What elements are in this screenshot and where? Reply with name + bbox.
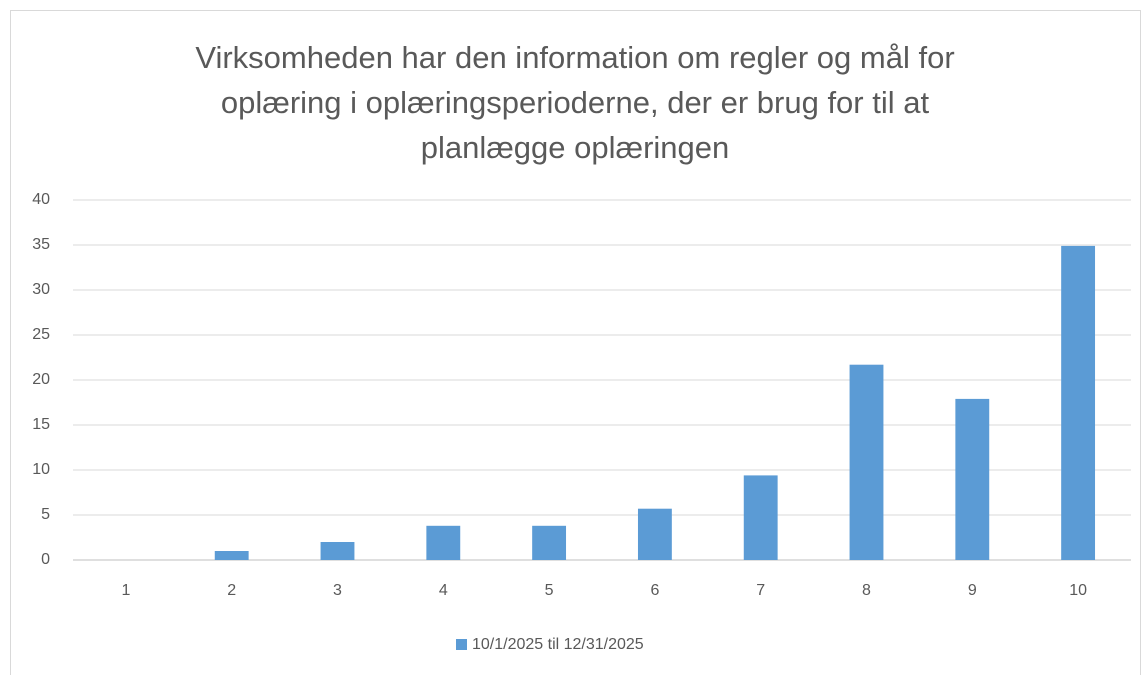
y-tick-label: 0 <box>41 551 50 568</box>
chart-title: Virksomheden har den information om regl… <box>195 40 955 165</box>
x-tick-label: 1 <box>121 582 130 599</box>
bar <box>955 398 990 560</box>
y-tick-label: 40 <box>32 191 50 208</box>
y-tick-label: 35 <box>32 236 50 253</box>
title-box: Virksomheden har den information om regl… <box>195 40 955 165</box>
x-tick-label: 4 <box>439 582 448 599</box>
y-tick-label: 20 <box>32 371 50 388</box>
y-tick-label: 15 <box>32 416 50 433</box>
x-tick-label: 10 <box>1069 582 1087 599</box>
bar <box>214 551 249 560</box>
bar <box>637 508 672 560</box>
bar <box>743 475 778 560</box>
x-tick-label: 8 <box>862 582 871 599</box>
x-tick-label: 5 <box>545 582 554 599</box>
x-tick-label: 7 <box>756 582 765 599</box>
x-tick-label: 3 <box>333 582 342 599</box>
y-tick-label: 25 <box>32 326 50 343</box>
x-tick-label: 6 <box>650 582 659 599</box>
chart-frame <box>10 10 1141 680</box>
legend-swatch <box>456 639 467 650</box>
bar <box>320 542 355 560</box>
bar <box>426 525 461 560</box>
bar <box>1061 245 1096 560</box>
y-tick-label: 30 <box>32 281 50 298</box>
y-tick-label: 5 <box>41 506 50 523</box>
x-tick-label: 9 <box>968 582 977 599</box>
bar <box>849 364 884 560</box>
y-tick-label: 10 <box>32 461 50 478</box>
bar <box>532 525 567 560</box>
x-tick-label: 2 <box>227 582 236 599</box>
legend-label: 10/1/2025 til 12/31/2025 <box>472 636 644 653</box>
